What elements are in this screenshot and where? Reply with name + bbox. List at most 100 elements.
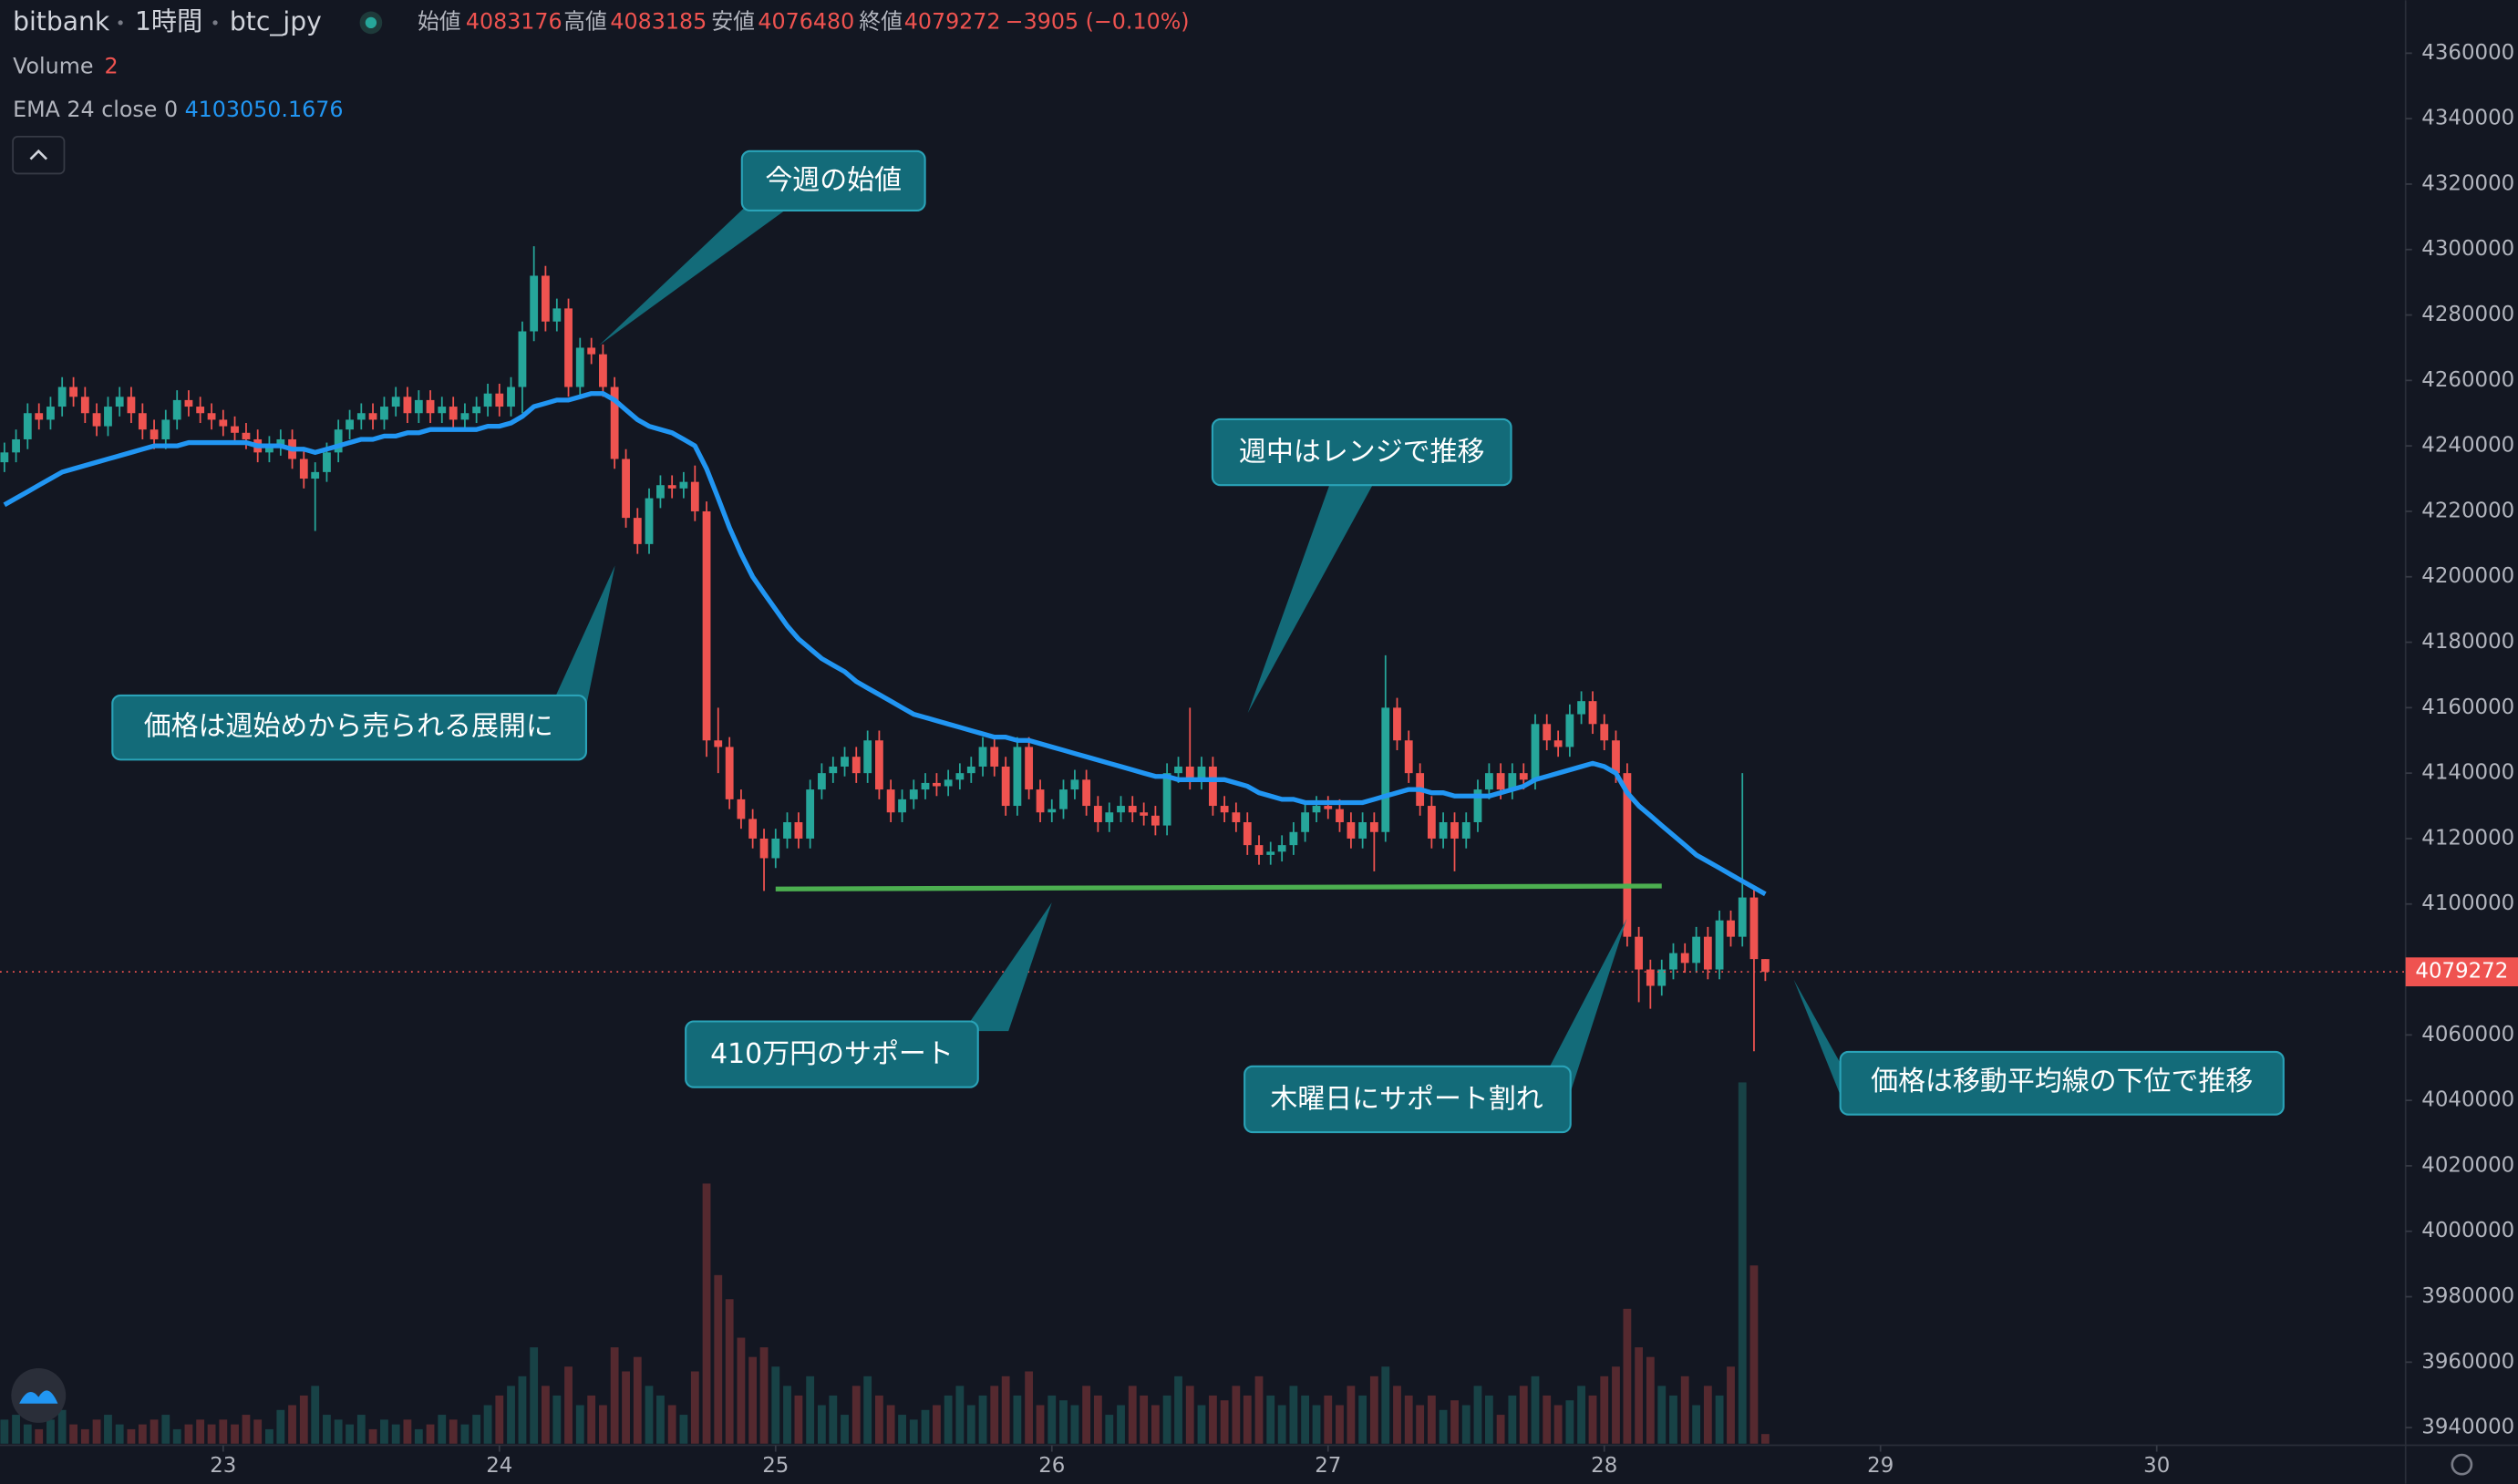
candle-body (1496, 773, 1505, 790)
candle-body (438, 407, 447, 414)
x-tick-label: 24 (486, 1454, 512, 1478)
candle-body (12, 438, 20, 453)
volume-bar (403, 1419, 412, 1444)
volume-bar (541, 1386, 550, 1444)
y-tick-label: 4100000 (2421, 891, 2514, 915)
y-tick-label: 4020000 (2421, 1153, 2514, 1177)
candle-body (564, 308, 573, 387)
volume-bar (0, 1419, 9, 1444)
volume-bar (737, 1337, 746, 1444)
x-tick-label: 28 (1591, 1454, 1617, 1478)
collapse-button[interactable] (12, 136, 66, 175)
y-tick-label: 4280000 (2421, 303, 2514, 326)
volume-bar (748, 1356, 758, 1444)
volume-bar (610, 1347, 619, 1444)
volume-bar (1416, 1405, 1425, 1444)
callout-box (1244, 1065, 1572, 1134)
candle-body (702, 510, 711, 741)
volume-bar (1680, 1376, 1689, 1444)
candle-body (1543, 724, 1552, 741)
candle-body (737, 799, 746, 819)
volume-bar (1128, 1386, 1137, 1444)
button-frame[interactable] (12, 136, 66, 175)
candle-body (841, 757, 849, 767)
callout-box (685, 1020, 979, 1088)
candle-body (1680, 953, 1689, 964)
logo[interactable] (11, 1367, 67, 1423)
candle-body (1565, 714, 1574, 747)
volume-bar (1543, 1395, 1552, 1444)
candle-body (759, 838, 769, 859)
candle-body (299, 459, 308, 479)
volume-bar (1427, 1395, 1436, 1444)
candle-body (380, 407, 388, 420)
candle-body (610, 386, 619, 459)
candle-body (23, 413, 32, 439)
open-label: 始値 (418, 8, 461, 34)
volume-label: Volume (13, 54, 93, 79)
candle-body (460, 413, 470, 420)
candle-body (104, 407, 112, 427)
volume-bar (356, 1415, 366, 1444)
candle-body (1358, 821, 1367, 839)
volume-bar (1347, 1386, 1356, 1444)
callout-pointer (551, 565, 615, 707)
callout-box (1839, 1050, 2285, 1116)
volume-bar (57, 1409, 67, 1444)
candle-body (829, 766, 838, 774)
interval: 1時間 (135, 6, 202, 36)
logo-badge[interactable] (11, 1367, 67, 1423)
volume-bar (679, 1415, 688, 1444)
candle-body (1185, 766, 1194, 780)
volume-bar (1174, 1376, 1182, 1444)
volume-bar (1209, 1395, 1217, 1444)
y-tick-label: 4160000 (2421, 696, 2514, 719)
candle-body (1692, 936, 1701, 964)
candle-body (748, 819, 758, 839)
logo-icon[interactable] (19, 1390, 58, 1404)
volume-bar (863, 1376, 872, 1444)
low-value: 4076480 (758, 8, 854, 34)
high-value: 4083185 (610, 8, 707, 34)
candle-body (92, 413, 101, 427)
candle-body (645, 498, 654, 544)
last-price-badge (2405, 957, 2518, 987)
candle-body (1093, 806, 1102, 822)
candle-body (1243, 821, 1252, 846)
volume-bar (495, 1395, 504, 1444)
volume-bar (380, 1419, 388, 1444)
volume-bar (323, 1415, 331, 1444)
candle-body (1209, 766, 1217, 807)
candle-body (978, 747, 987, 767)
candle-body (874, 740, 883, 790)
volume-bar (990, 1386, 999, 1444)
caret-icon[interactable] (29, 149, 48, 160)
candle-body (886, 789, 895, 813)
volume-bar (1450, 1400, 1459, 1444)
candle-body (1197, 766, 1206, 780)
y-tick-label: 4240000 (2421, 434, 2514, 458)
volume-bar (138, 1424, 147, 1444)
y-tick-label: 4140000 (2421, 761, 2514, 785)
volume-bar (530, 1347, 539, 1444)
callout-box (111, 694, 587, 761)
y-tick-label: 4360000 (2421, 41, 2514, 65)
volume-bar (1151, 1405, 1160, 1444)
candle-body (679, 481, 688, 489)
volume-bar (1047, 1395, 1057, 1444)
volume-bar (92, 1419, 101, 1444)
settings-icon[interactable] (2451, 1453, 2473, 1476)
volume-bar (299, 1395, 308, 1444)
volume-bar (1324, 1395, 1333, 1444)
candle-body (633, 518, 642, 544)
candle-body (1519, 773, 1528, 780)
volume-bar (1473, 1386, 1482, 1444)
candle-body (1036, 789, 1045, 813)
candle-body (1336, 809, 1344, 822)
volume-bar (12, 1415, 20, 1444)
candle-body (1657, 969, 1667, 986)
volume-bar (150, 1419, 159, 1444)
volume-bar (817, 1405, 826, 1444)
candle-body (1324, 806, 1333, 809)
volume-bar (196, 1419, 205, 1444)
